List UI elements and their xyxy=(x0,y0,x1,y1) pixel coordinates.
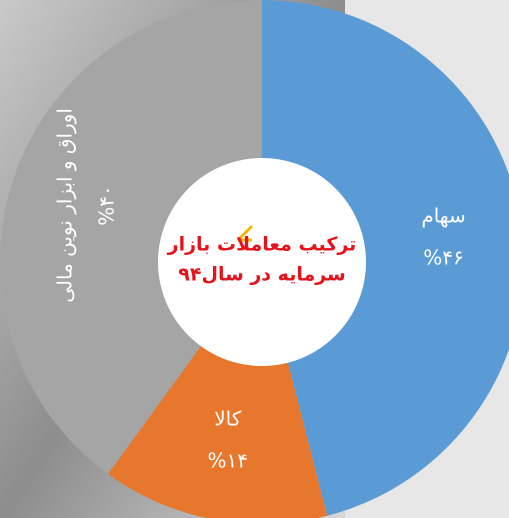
category-label: اوراق و ابزار نوین مالی xyxy=(52,108,76,303)
category-label: سهام xyxy=(421,204,465,228)
slice xyxy=(0,0,262,474)
value-label: %۱۴ xyxy=(207,448,248,472)
value-label: %۴۰ xyxy=(94,185,118,226)
value-label: %۴۶ xyxy=(423,246,464,270)
category-label: کالا xyxy=(214,406,242,430)
title-line: سرمایه در سال۹۴ xyxy=(178,264,345,286)
check-icon xyxy=(236,224,254,242)
slice xyxy=(262,0,509,516)
title-line: ترکیب معاملات بازار xyxy=(167,234,357,256)
labels: سهام %۴۶ کالا %۱۴ اوراق و ابزار نوین مالی %۴۰ xyxy=(52,108,465,472)
donut-hole xyxy=(158,158,366,366)
